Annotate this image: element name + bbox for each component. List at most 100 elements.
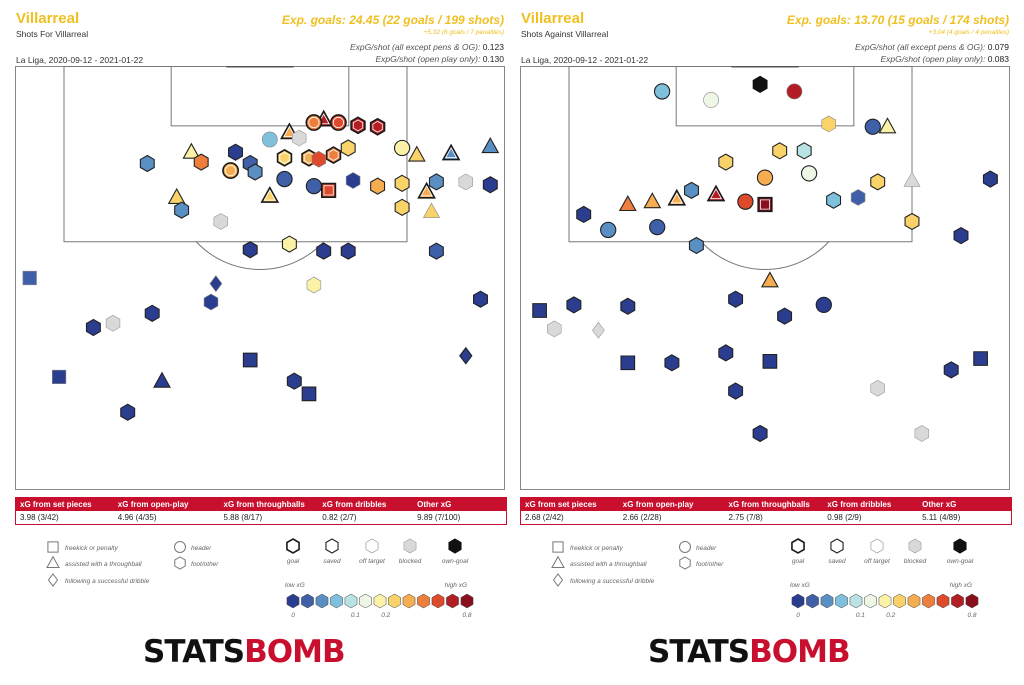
diamond-icon <box>47 573 59 587</box>
xg-breakdown-value-2: 5.88 (8/17) <box>223 513 263 522</box>
logo-bomb: BOMB <box>244 634 345 670</box>
xg-per-shot-all-value: 0.123 <box>482 42 504 52</box>
shot-marker-38 <box>718 344 734 362</box>
xg-breakdown-values: 2.68 (2/42) 2.66 (2/28) 2.75 (7/8) 0.98 (2/… <box>521 511 1011 524</box>
scale-swatch-6 <box>878 593 892 609</box>
shot-marker-1 <box>786 83 803 100</box>
shot-marker-42 <box>973 351 988 366</box>
shot-marker-1-inner <box>308 116 320 129</box>
shot-marker-14 <box>757 196 773 213</box>
shot-map-panel-for: Villarreal Shots For Villarreal La Liga,… <box>10 0 510 685</box>
shot-marker-6 <box>878 117 897 134</box>
outcome-label-4: own-goal <box>442 558 469 565</box>
shot-marker-19 <box>182 142 201 159</box>
xg-breakdown-header-3: xG from dribbles <box>322 500 387 509</box>
shot-marker-37 <box>762 354 778 369</box>
shot-marker-42 <box>316 242 332 260</box>
shot-marker-40 <box>281 235 297 253</box>
xg-per-shot-all: ExpG/shot (all except pens & OG): 0.079 <box>855 42 1009 52</box>
outcome-label-2: off target <box>359 558 386 565</box>
scale-swatch-2 <box>315 593 329 609</box>
outcome-saved-icon <box>325 538 339 554</box>
team-name: Villarreal <box>16 10 80 27</box>
pitch-border <box>15 66 505 490</box>
shot-marker-13 <box>311 150 327 168</box>
scale-swatch-8 <box>402 593 416 609</box>
xg-per-shot-open-label: ExpG/shot (open play only): <box>375 54 481 64</box>
scale-swatch-8 <box>907 593 921 609</box>
scale-swatch-0 <box>791 593 805 609</box>
shot-marker-5-inner <box>283 125 296 137</box>
xg-per-shot-open-value: 0.083 <box>987 54 1009 64</box>
shot-marker-9 <box>718 153 734 171</box>
legend-label-square: freekick or penalty <box>65 545 118 552</box>
team-name: Villarreal <box>521 10 585 27</box>
circle-icon <box>174 541 186 553</box>
shot-marker-4 <box>821 115 836 133</box>
shot-marker-32 <box>777 307 793 325</box>
scale-swatch-0 <box>286 593 300 609</box>
diamond-icon <box>552 573 564 587</box>
scale-swatch-10 <box>431 593 445 609</box>
xg-breakdown-header-4: Other xG <box>922 500 957 509</box>
legend-label-diamond: following a successful dribble <box>570 578 655 585</box>
shot-marker-26 <box>576 205 592 224</box>
xg-breakdown-header-1: xG from open-play crosses <box>117 500 189 522</box>
scale-high-label: high xG <box>445 582 467 589</box>
shot-marker-45 <box>547 320 562 338</box>
circle-icon <box>679 541 691 553</box>
shot-marker-49 <box>203 293 219 311</box>
shot-marker-36 <box>532 303 547 318</box>
shot-marker-23 <box>247 163 263 181</box>
shot-marker-23 <box>904 212 920 231</box>
shot-marker-54 <box>120 403 136 421</box>
scale-swatch-4 <box>849 593 863 609</box>
shot-marker-43 <box>752 424 768 443</box>
shot-marker-48 <box>914 425 930 442</box>
shot-marker-53 <box>286 372 302 390</box>
logo-stats: STATS <box>143 634 245 670</box>
shot-marker-29 <box>394 174 410 192</box>
scale-swatch-4 <box>344 593 358 609</box>
shot-marker-30 <box>760 271 779 288</box>
pitch-shot-map <box>15 66 505 490</box>
scale-swatch-9 <box>417 593 430 609</box>
scale-tick-2: 0.2 <box>886 612 895 619</box>
shot-marker-57 <box>52 369 67 385</box>
scale-swatch-1 <box>806 593 819 609</box>
chart-subtitle: Shots Against Villarreal <box>521 29 609 39</box>
outcome-goal-icon <box>286 538 300 554</box>
shot-marker-39 <box>213 213 229 230</box>
outcome-label-0: goal <box>792 558 805 565</box>
shot-marker-17 <box>441 143 461 161</box>
shot-marker-16 <box>407 145 426 162</box>
shot-marker-3 <box>703 92 719 108</box>
scale-swatch-3 <box>835 593 848 609</box>
shot-marker-14 <box>340 139 356 157</box>
legend-label-triangle: assisted with a throughball <box>65 561 142 568</box>
xg-per-shot-open-value: 0.130 <box>482 54 504 64</box>
shot-marker-43 <box>340 242 356 260</box>
shot-marker-31 <box>428 173 444 191</box>
shot-markers <box>532 75 998 443</box>
shot-marker-11 <box>325 146 342 164</box>
xg-per-shot-all-label: ExpG/shot (all except pens & OG): <box>854 42 986 52</box>
shot-marker-25 <box>982 170 998 188</box>
shot-marker-17-inner <box>670 192 683 204</box>
shot-marker-5 <box>864 118 881 135</box>
shot-marker-47 <box>870 379 885 397</box>
shot-marker-22-inner <box>225 164 237 177</box>
shot-marker-48 <box>144 304 160 322</box>
penalties-xg: +5.32 (6 goals / 7 penalties) <box>423 29 504 36</box>
shot-marker-25 <box>305 177 323 195</box>
competition-dates: La Liga, 2020-09-12 - 2021-01-22 <box>521 55 649 65</box>
shot-marker-2-inner <box>332 116 344 129</box>
shot-marker-55 <box>85 318 101 337</box>
logo-stats: STATS <box>648 634 750 670</box>
outcome-goal-icon <box>791 538 805 554</box>
shot-marker-51 <box>242 352 258 368</box>
shot-marker-59 <box>459 346 473 365</box>
scale-low-label: low xG <box>790 582 810 589</box>
xg-breakdown-values: 3.98 (3/42) 4.96 (4/35) 5.88 (8/17) 0.82 (2… <box>16 511 506 524</box>
shot-marker-40 <box>664 354 680 372</box>
